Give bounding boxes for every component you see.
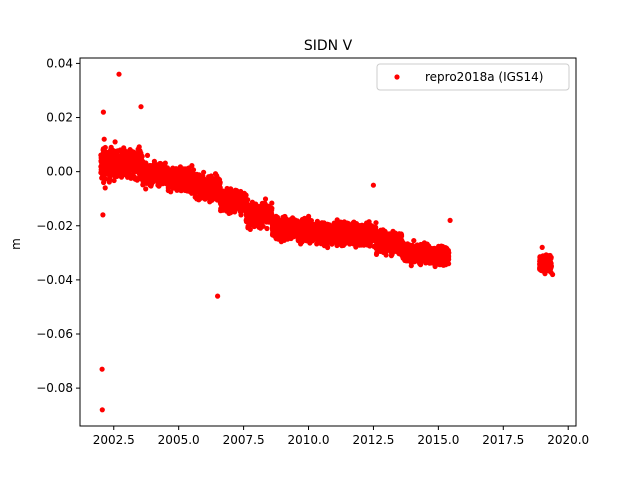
data-point — [328, 227, 334, 233]
y-axis-label: m — [9, 238, 23, 250]
data-point — [262, 196, 269, 202]
data-point — [340, 242, 346, 248]
data-point — [391, 230, 397, 236]
data-point — [302, 215, 308, 221]
data-point — [131, 150, 138, 156]
data-point — [397, 236, 403, 242]
chart-title: SIDN V — [304, 38, 353, 54]
data-point — [220, 188, 226, 194]
data-point — [306, 213, 312, 219]
data-point — [175, 172, 181, 178]
data-point — [299, 239, 305, 245]
data-point — [420, 248, 426, 254]
data-point — [307, 239, 313, 245]
data-point — [178, 182, 184, 188]
data-point — [405, 257, 412, 264]
data-point — [271, 225, 277, 231]
data-point — [376, 242, 383, 249]
data-point — [170, 184, 176, 191]
data-point — [343, 225, 349, 231]
data-point — [245, 225, 251, 231]
data-point — [373, 220, 379, 226]
data-point — [334, 242, 340, 249]
data-point — [335, 238, 341, 244]
data-points — [98, 71, 556, 413]
data-point — [400, 240, 406, 246]
data-point — [211, 180, 217, 186]
data-point — [127, 164, 133, 170]
data-point — [162, 164, 168, 170]
data-point — [278, 233, 284, 239]
data-point — [402, 257, 408, 263]
data-point — [111, 177, 117, 184]
data-point — [350, 224, 356, 230]
data-point — [288, 235, 294, 241]
data-point — [143, 186, 149, 192]
data-point — [382, 229, 388, 235]
data-point — [361, 241, 368, 247]
data-point — [237, 196, 244, 202]
data-point — [411, 238, 417, 244]
data-point — [338, 219, 344, 225]
data-point — [136, 144, 142, 150]
data-point — [244, 203, 250, 209]
data-point — [171, 170, 177, 176]
data-point — [180, 173, 186, 179]
data-point — [127, 148, 133, 154]
data-point — [233, 187, 240, 194]
data-point — [218, 206, 224, 212]
data-point — [269, 200, 275, 206]
data-point — [218, 201, 224, 207]
data-point — [322, 239, 328, 245]
data-point — [281, 237, 287, 243]
data-point — [323, 233, 329, 239]
data-point — [316, 225, 322, 231]
data-point — [137, 148, 143, 154]
data-point — [264, 212, 270, 218]
data-point — [283, 217, 289, 223]
data-point — [258, 209, 264, 215]
data-point — [208, 173, 214, 179]
data-point — [102, 169, 108, 175]
data-point — [311, 223, 317, 230]
data-point — [257, 225, 264, 231]
data-point — [349, 235, 355, 241]
data-point — [364, 220, 370, 226]
data-point — [380, 249, 386, 255]
data-point — [414, 242, 420, 248]
data-point — [387, 233, 393, 239]
data-point — [257, 205, 263, 211]
data-point — [146, 171, 152, 177]
data-point — [325, 221, 331, 227]
data-point — [373, 251, 380, 257]
data-point — [274, 217, 280, 223]
data-point — [132, 164, 138, 170]
data-point — [139, 153, 145, 159]
data-point — [357, 225, 363, 231]
data-point — [201, 169, 207, 175]
data-point — [286, 222, 293, 229]
data-point — [314, 241, 320, 247]
plot-area — [98, 71, 556, 413]
data-point — [288, 216, 294, 223]
data-point — [292, 217, 298, 223]
data-point — [356, 242, 363, 248]
data-point — [296, 224, 302, 230]
data-point — [368, 233, 374, 239]
data-point — [140, 158, 146, 164]
data-point — [299, 220, 305, 226]
